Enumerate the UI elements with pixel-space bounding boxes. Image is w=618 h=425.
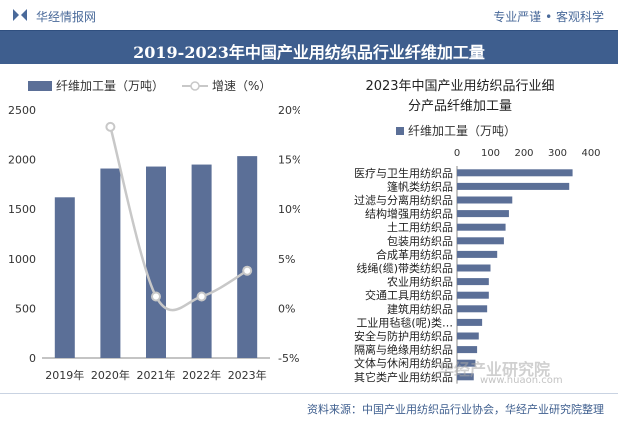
x-tick-label: 2022年	[182, 368, 221, 382]
bar-农业用纺织品	[457, 278, 489, 286]
x-tick-label: 200	[514, 148, 533, 159]
category-label: 建筑用纺织品	[387, 302, 453, 316]
y-right-tick-label: 15%	[278, 154, 300, 167]
tagline: 专业严谨 • 客观科学	[493, 10, 604, 24]
x-tick-label: 2021年	[137, 368, 176, 382]
y-right-tick-label: 20%	[278, 104, 300, 117]
growth-point-2023年	[242, 265, 253, 276]
bar-建筑用纺织品	[457, 305, 488, 313]
watermark: 华经产业研究院	[438, 360, 551, 379]
y-left-tick-label: 2500	[8, 104, 36, 117]
bar-篷帆类纺织品	[457, 182, 570, 190]
y-right-tick-label: 0%	[278, 302, 295, 315]
category-label: 交通工具用纺织品	[365, 288, 453, 302]
bar-2022年	[191, 164, 212, 358]
source-note: 资料来源：中国产业用纺织品行业协会，华经产业研究院整理	[307, 403, 604, 416]
bar-线绳(缆)带类纺织品	[457, 264, 491, 272]
legend-label: 纤维加工量（万吨）	[408, 124, 516, 138]
category-label: 医疗与卫生用纺织品	[354, 166, 453, 180]
bar-医疗与卫生用纺织品	[457, 169, 573, 177]
y-right-tick-label: 10%	[278, 203, 300, 216]
legend-swatch	[396, 127, 404, 135]
bar-过滤与分离用纺织品	[457, 196, 513, 204]
category-label: 工业用毡毯(呢)类…	[356, 315, 453, 329]
category-label: 安全与防护用纺织品	[354, 329, 453, 343]
bar-交通工具用纺织品	[457, 291, 489, 299]
brand-name[interactable]: 华经情报网	[36, 10, 97, 24]
x-tick-label: 2020年	[91, 368, 130, 382]
legend-label-bar: 纤维加工量（万吨）	[56, 79, 164, 93]
category-label: 篷帆类纺织品	[387, 179, 453, 193]
bar-工业用毡毯(呢)类…	[457, 318, 483, 326]
page-title: 2019-2023年中国产业用纺织品行业纤维加工量	[133, 43, 485, 62]
combo-chart: 纤维加工量（万吨） 增速（%） 0 500 1000 1500 2000 2500 -5% 0% 5…	[8, 79, 300, 382]
x-tick-label: 400	[581, 148, 600, 159]
category-label: 文体与休闲用纺织品	[354, 356, 453, 370]
brand-logo-icon	[13, 9, 27, 21]
bar-隔离与绝缘用纺织品	[457, 346, 478, 354]
bar-结构增强用纺织品	[457, 210, 509, 218]
bar-安全与防护用纺织品	[457, 332, 479, 340]
legend-swatch-bar	[28, 81, 52, 91]
growth-point-2020年	[105, 121, 116, 132]
bar-包装用纺织品	[457, 237, 504, 245]
footer-divider	[0, 393, 618, 394]
watermark-url: www.huaon.com	[480, 375, 563, 386]
y-left-tick-label: 0	[29, 352, 36, 365]
y-right-tick-label: -5%	[278, 352, 299, 365]
y-left-tick-label: 500	[15, 302, 36, 315]
category-label: 过滤与分离用纺织品	[354, 193, 453, 207]
growth-point-2022年	[196, 291, 207, 302]
bar-土工用纺织品	[457, 223, 506, 231]
x-tick-label: 2023年	[228, 368, 267, 382]
chart-title-line2: 分产品纤维加工量	[408, 99, 512, 114]
growth-point-2021年	[151, 291, 161, 302]
growth-line	[109, 126, 248, 312]
y-right-tick-label: 5%	[278, 253, 295, 266]
x-tick-label: 0	[454, 148, 460, 159]
title-bar: 2019-2023年中国产业用纺织品行业纤维加工量	[0, 30, 618, 64]
category-label: 农业用纺织品	[387, 275, 453, 289]
category-label: 包装用纺织品	[387, 234, 453, 248]
bar-合成革用纺织品	[457, 250, 498, 258]
y-left-tick-label: 2000	[8, 154, 36, 167]
bar-2021年	[146, 166, 166, 358]
y-left-tick-label: 1500	[8, 203, 36, 216]
category-label: 其它类产业用纺织品	[354, 370, 453, 384]
x-tick-label: 300	[548, 148, 567, 159]
chart-title-line1: 2023年中国产业用纺织品行业细	[365, 79, 554, 94]
category-label: 土工用纺织品	[387, 220, 453, 234]
bar-2020年	[100, 168, 121, 358]
x-tick-label: 100	[481, 148, 500, 159]
y-left-tick-label: 1000	[8, 253, 36, 266]
top-bar: 华经情报网 专业严谨 • 客观科学	[0, 0, 618, 30]
x-tick-label: 2019年	[45, 368, 84, 382]
category-label: 结构增强用纺织品	[365, 207, 453, 221]
bar-2019年	[54, 197, 75, 358]
bar-2023年	[237, 156, 258, 358]
category-label: 线绳(缆)带类纺织品	[356, 261, 453, 275]
bar-文体与休闲用纺织品	[457, 359, 476, 367]
bar-其它类产业用纺织品	[457, 373, 474, 381]
legend-marker-line	[190, 81, 200, 91]
category-label: 隔离与绝缘用纺织品	[354, 343, 453, 357]
legend-label-line: 增速（%）	[212, 79, 271, 93]
category-label: 合成革用纺织品	[376, 247, 453, 261]
